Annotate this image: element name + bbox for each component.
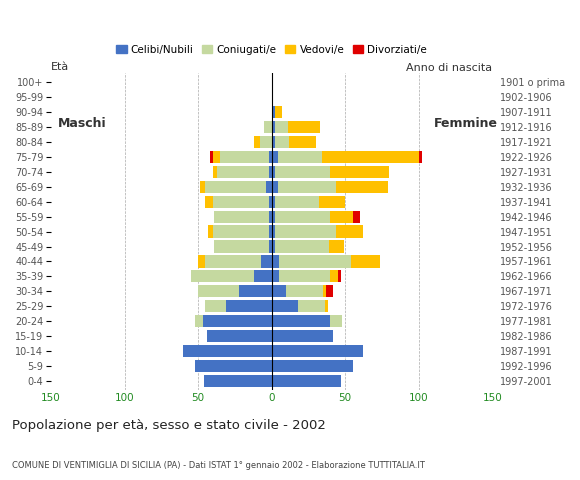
Bar [271, 360, 353, 372]
Text: Maschi: Maschi [59, 117, 107, 130]
Bar [271, 300, 298, 312]
Bar [277, 151, 322, 163]
Bar [336, 180, 388, 193]
Bar [289, 136, 316, 148]
Bar [336, 226, 363, 238]
Text: Età: Età [51, 62, 69, 72]
Bar [331, 270, 338, 283]
Bar [269, 240, 271, 252]
Bar [271, 345, 363, 357]
Legend: Celibi/Nubili, Coniugati/e, Vedovi/e, Divorziati/e: Celibi/Nubili, Coniugati/e, Vedovi/e, Di… [112, 41, 431, 59]
Bar [260, 136, 271, 148]
Bar [195, 360, 271, 372]
Bar [271, 330, 333, 342]
Bar [213, 151, 220, 163]
Bar [322, 151, 419, 163]
Bar [338, 270, 340, 283]
Bar [269, 196, 271, 208]
Bar [226, 300, 271, 312]
Bar [271, 136, 274, 148]
Bar [274, 166, 331, 178]
Bar [274, 136, 289, 148]
Bar [274, 196, 318, 208]
Bar [269, 211, 271, 223]
Bar [269, 166, 271, 178]
Bar [288, 121, 320, 133]
Bar [271, 196, 274, 208]
Bar [266, 180, 271, 193]
Bar [271, 180, 277, 193]
Bar [198, 255, 205, 267]
Bar [240, 285, 271, 298]
Bar [208, 226, 213, 238]
Bar [191, 270, 254, 283]
Bar [217, 166, 269, 178]
Bar [331, 211, 353, 223]
Bar [351, 255, 380, 267]
Bar [210, 151, 213, 163]
Bar [204, 375, 271, 387]
Text: Popolazione per età, sesso e stato civile - 2002: Popolazione per età, sesso e stato civil… [12, 419, 325, 432]
Bar [264, 121, 271, 133]
Bar [202, 315, 271, 327]
Bar [205, 196, 213, 208]
Text: Femmine: Femmine [433, 117, 498, 130]
Bar [318, 196, 345, 208]
Bar [274, 240, 329, 252]
Bar [323, 285, 326, 298]
Bar [213, 196, 269, 208]
Bar [271, 106, 274, 118]
Bar [271, 211, 274, 223]
Bar [271, 285, 287, 298]
Bar [213, 166, 217, 178]
Bar [298, 300, 325, 312]
Bar [277, 180, 336, 193]
Bar [262, 255, 271, 267]
Bar [254, 270, 271, 283]
Bar [274, 121, 288, 133]
Bar [271, 166, 274, 178]
Bar [419, 151, 422, 163]
Bar [326, 285, 334, 298]
Bar [271, 240, 274, 252]
Bar [269, 226, 271, 238]
Bar [183, 345, 271, 357]
Bar [279, 270, 331, 283]
Bar [331, 315, 342, 327]
Bar [200, 180, 205, 193]
Bar [205, 300, 226, 312]
Bar [271, 121, 274, 133]
Bar [287, 285, 323, 298]
Bar [195, 315, 202, 327]
Text: COMUNE DI VENTIMIGLIA DI SICILIA (PA) - Dati ISTAT 1° gennaio 2002 - Elaborazion: COMUNE DI VENTIMIGLIA DI SICILIA (PA) - … [12, 461, 425, 470]
Bar [214, 240, 269, 252]
Bar [213, 226, 269, 238]
Bar [274, 211, 331, 223]
Bar [271, 375, 340, 387]
Bar [271, 226, 274, 238]
Bar [331, 166, 389, 178]
Bar [274, 106, 282, 118]
Text: Anno di nascita: Anno di nascita [406, 63, 492, 73]
Bar [207, 330, 271, 342]
Bar [271, 315, 331, 327]
Bar [214, 211, 269, 223]
Bar [269, 151, 271, 163]
Bar [274, 226, 336, 238]
Bar [254, 136, 260, 148]
Bar [205, 255, 262, 267]
Bar [325, 300, 328, 312]
Bar [271, 151, 277, 163]
Bar [329, 240, 344, 252]
Bar [353, 211, 360, 223]
Bar [271, 270, 279, 283]
Bar [205, 180, 266, 193]
Bar [271, 255, 279, 267]
Bar [279, 255, 351, 267]
Bar [198, 285, 240, 298]
Bar [220, 151, 269, 163]
